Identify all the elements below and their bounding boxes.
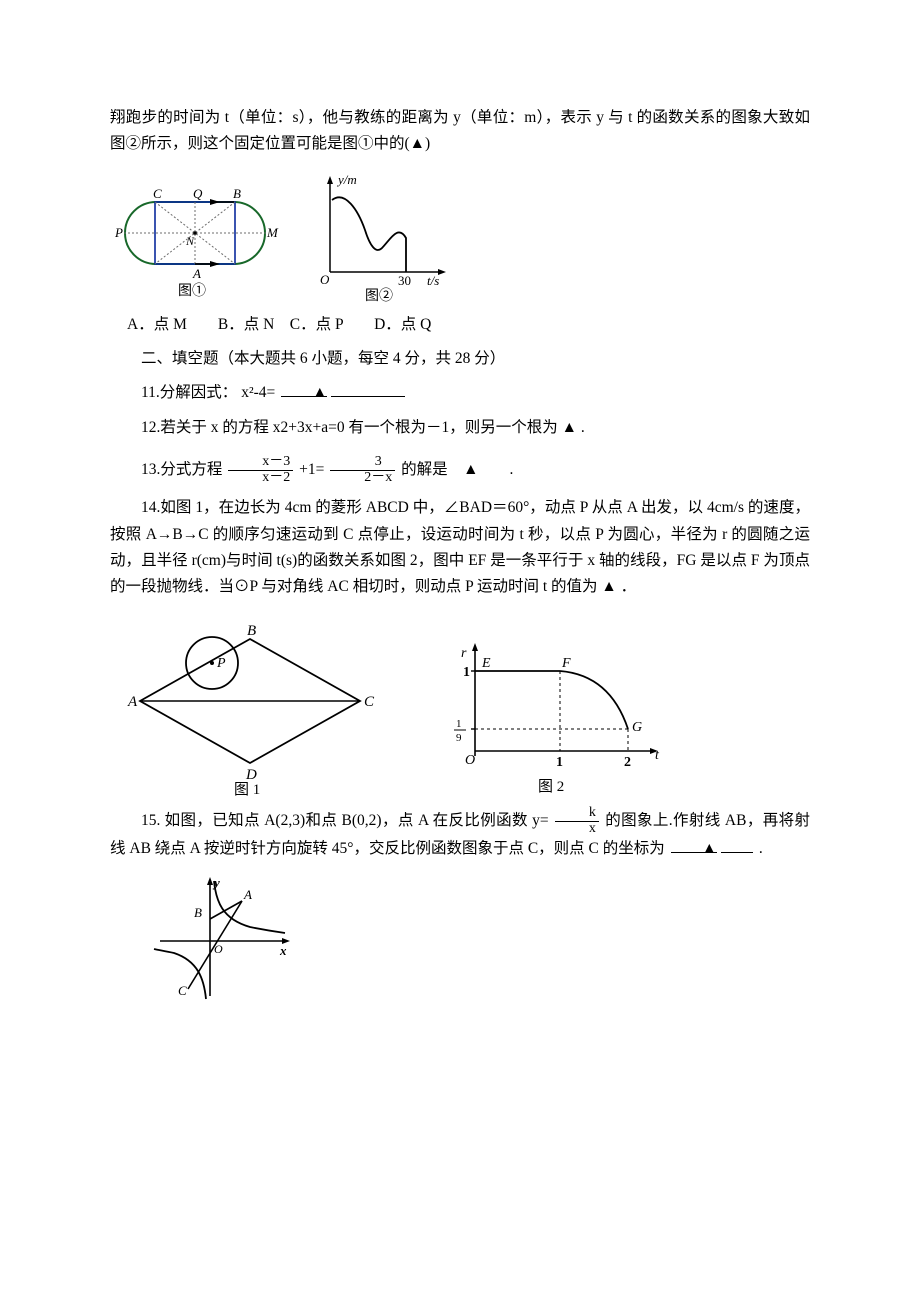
- svg-text:C: C: [153, 186, 162, 201]
- q15-tail: .: [759, 840, 763, 857]
- svg-text:Q: Q: [193, 186, 203, 201]
- svg-text:2: 2: [624, 755, 631, 770]
- q15-frac-num: k: [555, 806, 599, 822]
- q13-post: 的解是 ▲ .: [401, 461, 513, 478]
- frac1-den: x－2: [228, 471, 293, 486]
- q11-pre: 11.分解因式：: [141, 384, 237, 401]
- svg-text:30: 30: [398, 273, 411, 288]
- q11-expr: x²-4=: [241, 384, 275, 401]
- frac-1: x－3 x－2: [228, 455, 293, 485]
- figure-row-q14: A B C D P 图 1: [120, 621, 810, 796]
- q12: 12.若关于 x 的方程 x2+3x+a=0 有一个根为－1，则另一个根为 ▲ …: [110, 415, 810, 441]
- q15-pre: 15. 如图，已知点 A(2,3)和点 B(0,2)，点 A 在反比例函数 y=: [141, 812, 553, 829]
- intro-paragraph: 翔跑步的时间为 t（单位：s），他与教练的距离为 y（单位：m），表示 y 与 …: [110, 105, 810, 158]
- svg-text:1: 1: [456, 718, 462, 730]
- frac-2: 3 2－x: [330, 455, 395, 485]
- q15: 15. 如图，已知点 A(2,3)和点 B(0,2)，点 A 在反比例函数 y=…: [110, 806, 810, 863]
- q13: 13.分式方程 x－3 x－2 +1= 3 2－x 的解是 ▲ .: [110, 455, 810, 485]
- svg-text:t/s: t/s: [427, 273, 439, 288]
- svg-text:t: t: [655, 748, 660, 763]
- blank-triangle: ▲: [281, 380, 327, 397]
- choices-10: A．点 M B．点 N C．点 P D．点 Q: [110, 312, 810, 338]
- figure-q14-1: A B C D P 图 1: [120, 621, 380, 796]
- svg-text:G: G: [632, 720, 642, 735]
- page: 翔跑步的时间为 t（单位：s），他与教练的距离为 y（单位：m），表示 y 与 …: [0, 0, 920, 1302]
- svg-text:9: 9: [456, 732, 462, 744]
- blank-trail-15: [721, 837, 753, 854]
- svg-text:F: F: [561, 656, 571, 671]
- svg-text:A: A: [127, 694, 138, 710]
- svg-text:r: r: [461, 646, 467, 661]
- figure-2-graph: y/m O 30 t/s 图②: [310, 172, 450, 302]
- figure-1-track: C Q B P N M A 图①: [110, 182, 280, 302]
- svg-text:E: E: [481, 656, 491, 671]
- svg-text:图 1: 图 1: [234, 781, 260, 796]
- section-2-title: 二、填空题（本大题共 6 小题，每空 4 分，共 28 分）: [110, 346, 810, 372]
- svg-text:P: P: [114, 225, 123, 240]
- svg-text:O: O: [320, 272, 330, 287]
- q11: 11.分解因式： x²-4= ▲: [110, 380, 810, 406]
- blank-triangle-15: ▲: [671, 836, 717, 853]
- figure-q15: A B y x O C: [150, 871, 810, 1006]
- svg-text:y: y: [212, 875, 220, 890]
- svg-text:y/m: y/m: [336, 172, 357, 187]
- q14: 14.如图 1，在边长为 4cm 的菱形 ABCD 中，∠BAD＝60°，动点 …: [110, 495, 810, 600]
- svg-text:P: P: [216, 656, 226, 671]
- svg-text:D: D: [245, 767, 257, 783]
- frac2-den: 2－x: [330, 471, 395, 486]
- blank-trail: [331, 381, 405, 398]
- svg-text:图②: 图②: [365, 288, 393, 302]
- svg-text:C: C: [364, 694, 375, 710]
- svg-text:M: M: [266, 225, 279, 240]
- svg-text:A: A: [243, 887, 252, 902]
- svg-text:B: B: [194, 905, 202, 920]
- svg-text:C: C: [178, 983, 187, 998]
- svg-text:N: N: [185, 234, 195, 248]
- figure-q14-2: r 1 E F G t O 1 2 1 9 图 2: [440, 631, 670, 796]
- svg-text:O: O: [214, 942, 223, 956]
- frac2-num: 3: [330, 455, 395, 471]
- q15-frac: k x: [555, 806, 599, 836]
- svg-text:1: 1: [463, 665, 470, 680]
- svg-text:图 2: 图 2: [538, 778, 564, 795]
- svg-text:图①: 图①: [178, 283, 206, 299]
- svg-text:1: 1: [556, 755, 563, 770]
- svg-text:A: A: [192, 266, 201, 281]
- frac-mid: +1=: [299, 461, 324, 478]
- svg-text:B: B: [233, 186, 241, 201]
- svg-text:B: B: [247, 623, 256, 639]
- svg-text:O: O: [465, 753, 475, 768]
- q13-pre: 13.分式方程: [141, 461, 222, 478]
- frac1-num: x－3: [228, 455, 293, 471]
- q15-frac-den: x: [555, 822, 599, 837]
- figure-row-track: C Q B P N M A 图① y/m O: [110, 172, 810, 302]
- svg-text:x: x: [279, 943, 287, 958]
